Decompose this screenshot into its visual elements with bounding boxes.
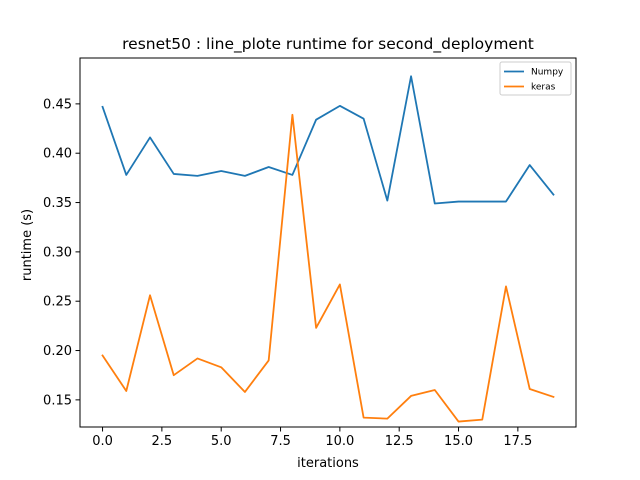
y-tick-label: 0.35 [43, 196, 72, 211]
x-tick-label: 7.5 [270, 434, 291, 449]
legend-label-keras: keras [531, 83, 556, 93]
series-line-keras [101, 113, 555, 423]
y-tick-label: 0.20 [43, 344, 72, 359]
y-tick-label: 0.25 [43, 295, 72, 310]
y-tick-label: 0.30 [43, 245, 72, 260]
x-tick-label: 17.5 [503, 434, 532, 449]
x-tick-label: 2.5 [152, 434, 173, 449]
y-tick-label: 0.45 [43, 97, 72, 112]
x-axis-label: iterations [297, 456, 359, 471]
x-tick-label: 12.5 [385, 434, 414, 449]
chart-title: resnet50 : line_plote runtime for second… [122, 35, 534, 54]
y-tick-label: 0.40 [43, 147, 72, 162]
plot-area: 0.0 2.5 5.0 7.5 10.0 12.5 15.0 17.5 0.15 0.20 0.25… [43, 57, 577, 449]
x-tick-label: 15.0 [444, 434, 473, 449]
y-tick-label: 0.15 [43, 393, 72, 408]
legend-label-numpy: Numpy [531, 68, 564, 78]
x-tick-label: 5.0 [211, 434, 232, 449]
y-axis-label: runtime (s) [20, 209, 35, 281]
x-tick-label: 0.0 [92, 434, 113, 449]
x-tick-label: 10.0 [325, 434, 354, 449]
series-line-numpy [101, 75, 555, 205]
axes-frame [79, 57, 577, 428]
